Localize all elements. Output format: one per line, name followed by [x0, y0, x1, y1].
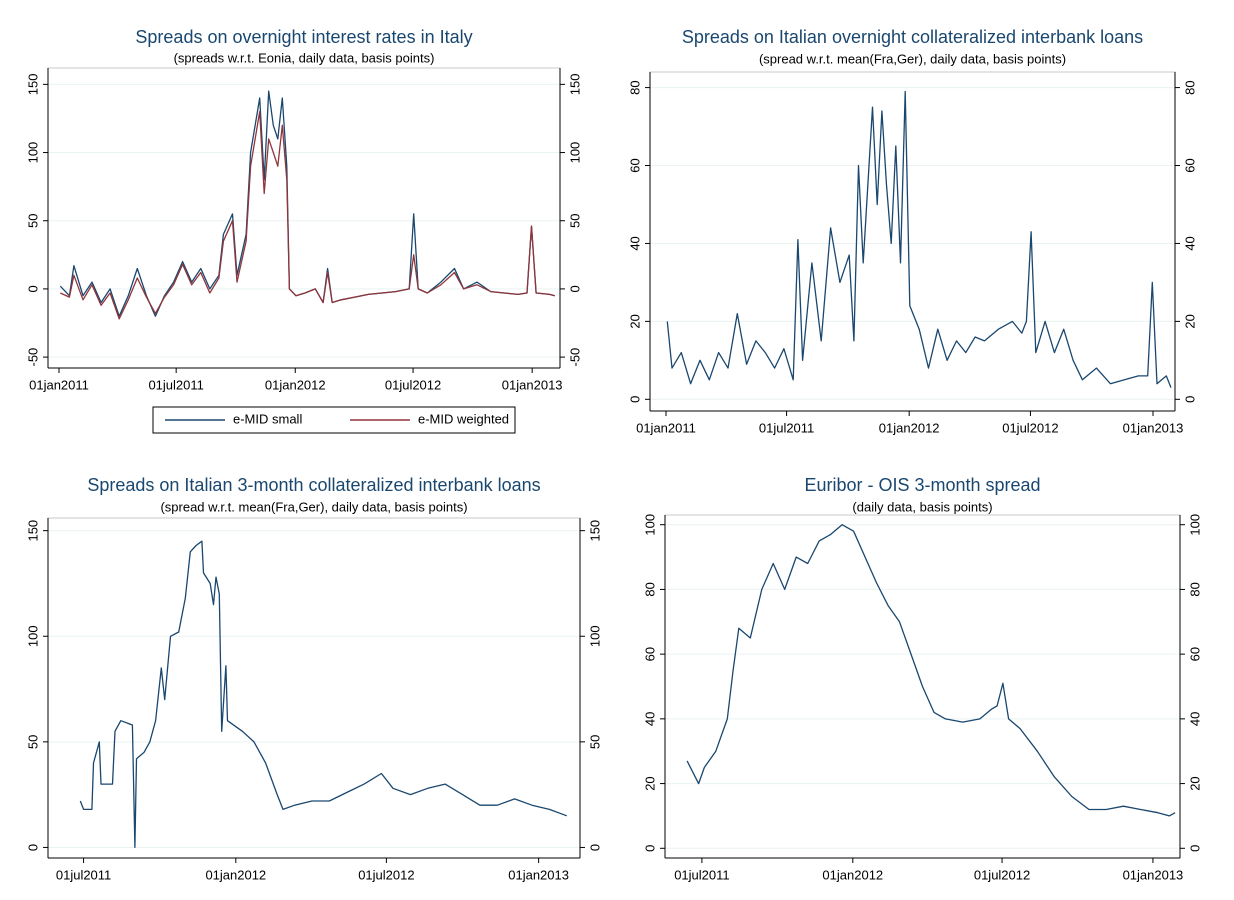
plot-area	[47, 67, 561, 369]
y-tick-label: 100	[25, 142, 40, 164]
y2-tick-label: 60	[1187, 647, 1202, 661]
x-tick-label: 01jul2011	[56, 867, 111, 882]
y2-tick-label: 100	[587, 625, 602, 647]
y-tick-label: 50	[25, 735, 40, 749]
y2-tick-label: -50	[567, 348, 582, 367]
series-line	[666, 90, 1172, 388]
x-tick-label: 01jan2013	[502, 377, 563, 392]
series-line	[686, 524, 1176, 817]
x-tick-label: 01jul2012	[974, 867, 1030, 882]
x-tick-label: 01jan2013	[1123, 867, 1184, 882]
y2-tick-label: 100	[1187, 514, 1202, 536]
y-tick-label: 60	[642, 647, 657, 661]
y-tick-label: 150	[25, 520, 40, 542]
y-tick-label: 80	[627, 80, 642, 94]
x-tick-label: 01jul2012	[358, 867, 414, 882]
y2-tick-label: 0	[1187, 845, 1202, 852]
y2-tick-label: 50	[587, 735, 602, 749]
x-tick-label: 01jan2011	[636, 420, 696, 435]
x-tick-label: 01jul2011	[148, 377, 203, 392]
x-tick-label: 01jan2011	[29, 377, 89, 392]
y2-tick-label: 20	[1182, 314, 1197, 328]
panel-title: Spreads on Italian overnight collaterali…	[682, 27, 1143, 47]
panel-title: Spreads on overnight interest rates in I…	[135, 27, 472, 47]
y-tick-label: 0	[642, 845, 657, 852]
y2-tick-label: 20	[1187, 776, 1202, 790]
y2-tick-label: 40	[1187, 712, 1202, 726]
x-tick-label: 01jan2012	[879, 420, 940, 435]
panel-title: Euribor - OIS 3-month spread	[804, 475, 1040, 495]
y-tick-label: 40	[627, 236, 642, 250]
y2-tick-label: 0	[1182, 396, 1197, 403]
x-tick-label: 01jul2011	[674, 867, 729, 882]
y-tick-label: 80	[642, 582, 657, 596]
x-tick-label: 01jul2012	[1002, 420, 1058, 435]
legend-label: e-MID small	[233, 411, 302, 426]
y2-tick-label: 100	[567, 142, 582, 164]
y-tick-label: 40	[642, 712, 657, 726]
y-tick-label: 0	[627, 396, 642, 403]
y2-tick-label: 150	[567, 74, 582, 96]
panel-subtitle: (spread w.r.t. mean(Fra,Ger), daily data…	[759, 51, 1066, 66]
panel-subtitle: (daily data, basis points)	[852, 499, 992, 514]
x-tick-label: 01jul2012	[385, 377, 441, 392]
y2-tick-label: 0	[587, 844, 602, 851]
x-tick-label: 01jan2012	[205, 867, 266, 882]
plot-area	[47, 517, 581, 859]
series-line	[59, 90, 555, 317]
y-tick-label: 20	[642, 776, 657, 790]
x-tick-label: 01jan2012	[265, 377, 326, 392]
x-tick-label: 01jan2013	[508, 867, 569, 882]
y2-tick-label: 0	[567, 285, 582, 292]
y2-tick-label: 80	[1182, 80, 1197, 94]
y2-tick-label: 60	[1182, 158, 1197, 172]
panel-subtitle: (spreads w.r.t. Eonia, daily data, basis…	[174, 50, 435, 65]
series-line	[79, 540, 568, 849]
x-tick-label: 01jan2012	[822, 867, 883, 882]
legend-label: e-MID weighted	[418, 411, 509, 426]
y-tick-label: 60	[627, 158, 642, 172]
y-tick-label: 50	[25, 213, 40, 227]
y2-tick-label: 40	[1182, 236, 1197, 250]
panel-subtitle: (spread w.r.t. mean(Fra,Ger), daily data…	[160, 499, 467, 514]
panel-title: Spreads on Italian 3-month collateralize…	[87, 475, 540, 495]
y-tick-label: 100	[642, 514, 657, 536]
series-line	[60, 110, 555, 320]
y2-tick-label: 80	[1187, 582, 1202, 596]
y-tick-label: 150	[25, 74, 40, 96]
y-tick-label: 20	[627, 314, 642, 328]
y2-tick-label: 50	[567, 213, 582, 227]
x-tick-label: 01jan2013	[1123, 420, 1184, 435]
x-tick-label: 01jul2011	[759, 420, 814, 435]
y-tick-label: 100	[25, 625, 40, 647]
plot-area	[649, 71, 1176, 412]
y-tick-label: -50	[25, 348, 40, 367]
y2-tick-label: 150	[587, 520, 602, 542]
y-tick-label: 0	[25, 285, 40, 292]
y-tick-label: 0	[25, 844, 40, 851]
